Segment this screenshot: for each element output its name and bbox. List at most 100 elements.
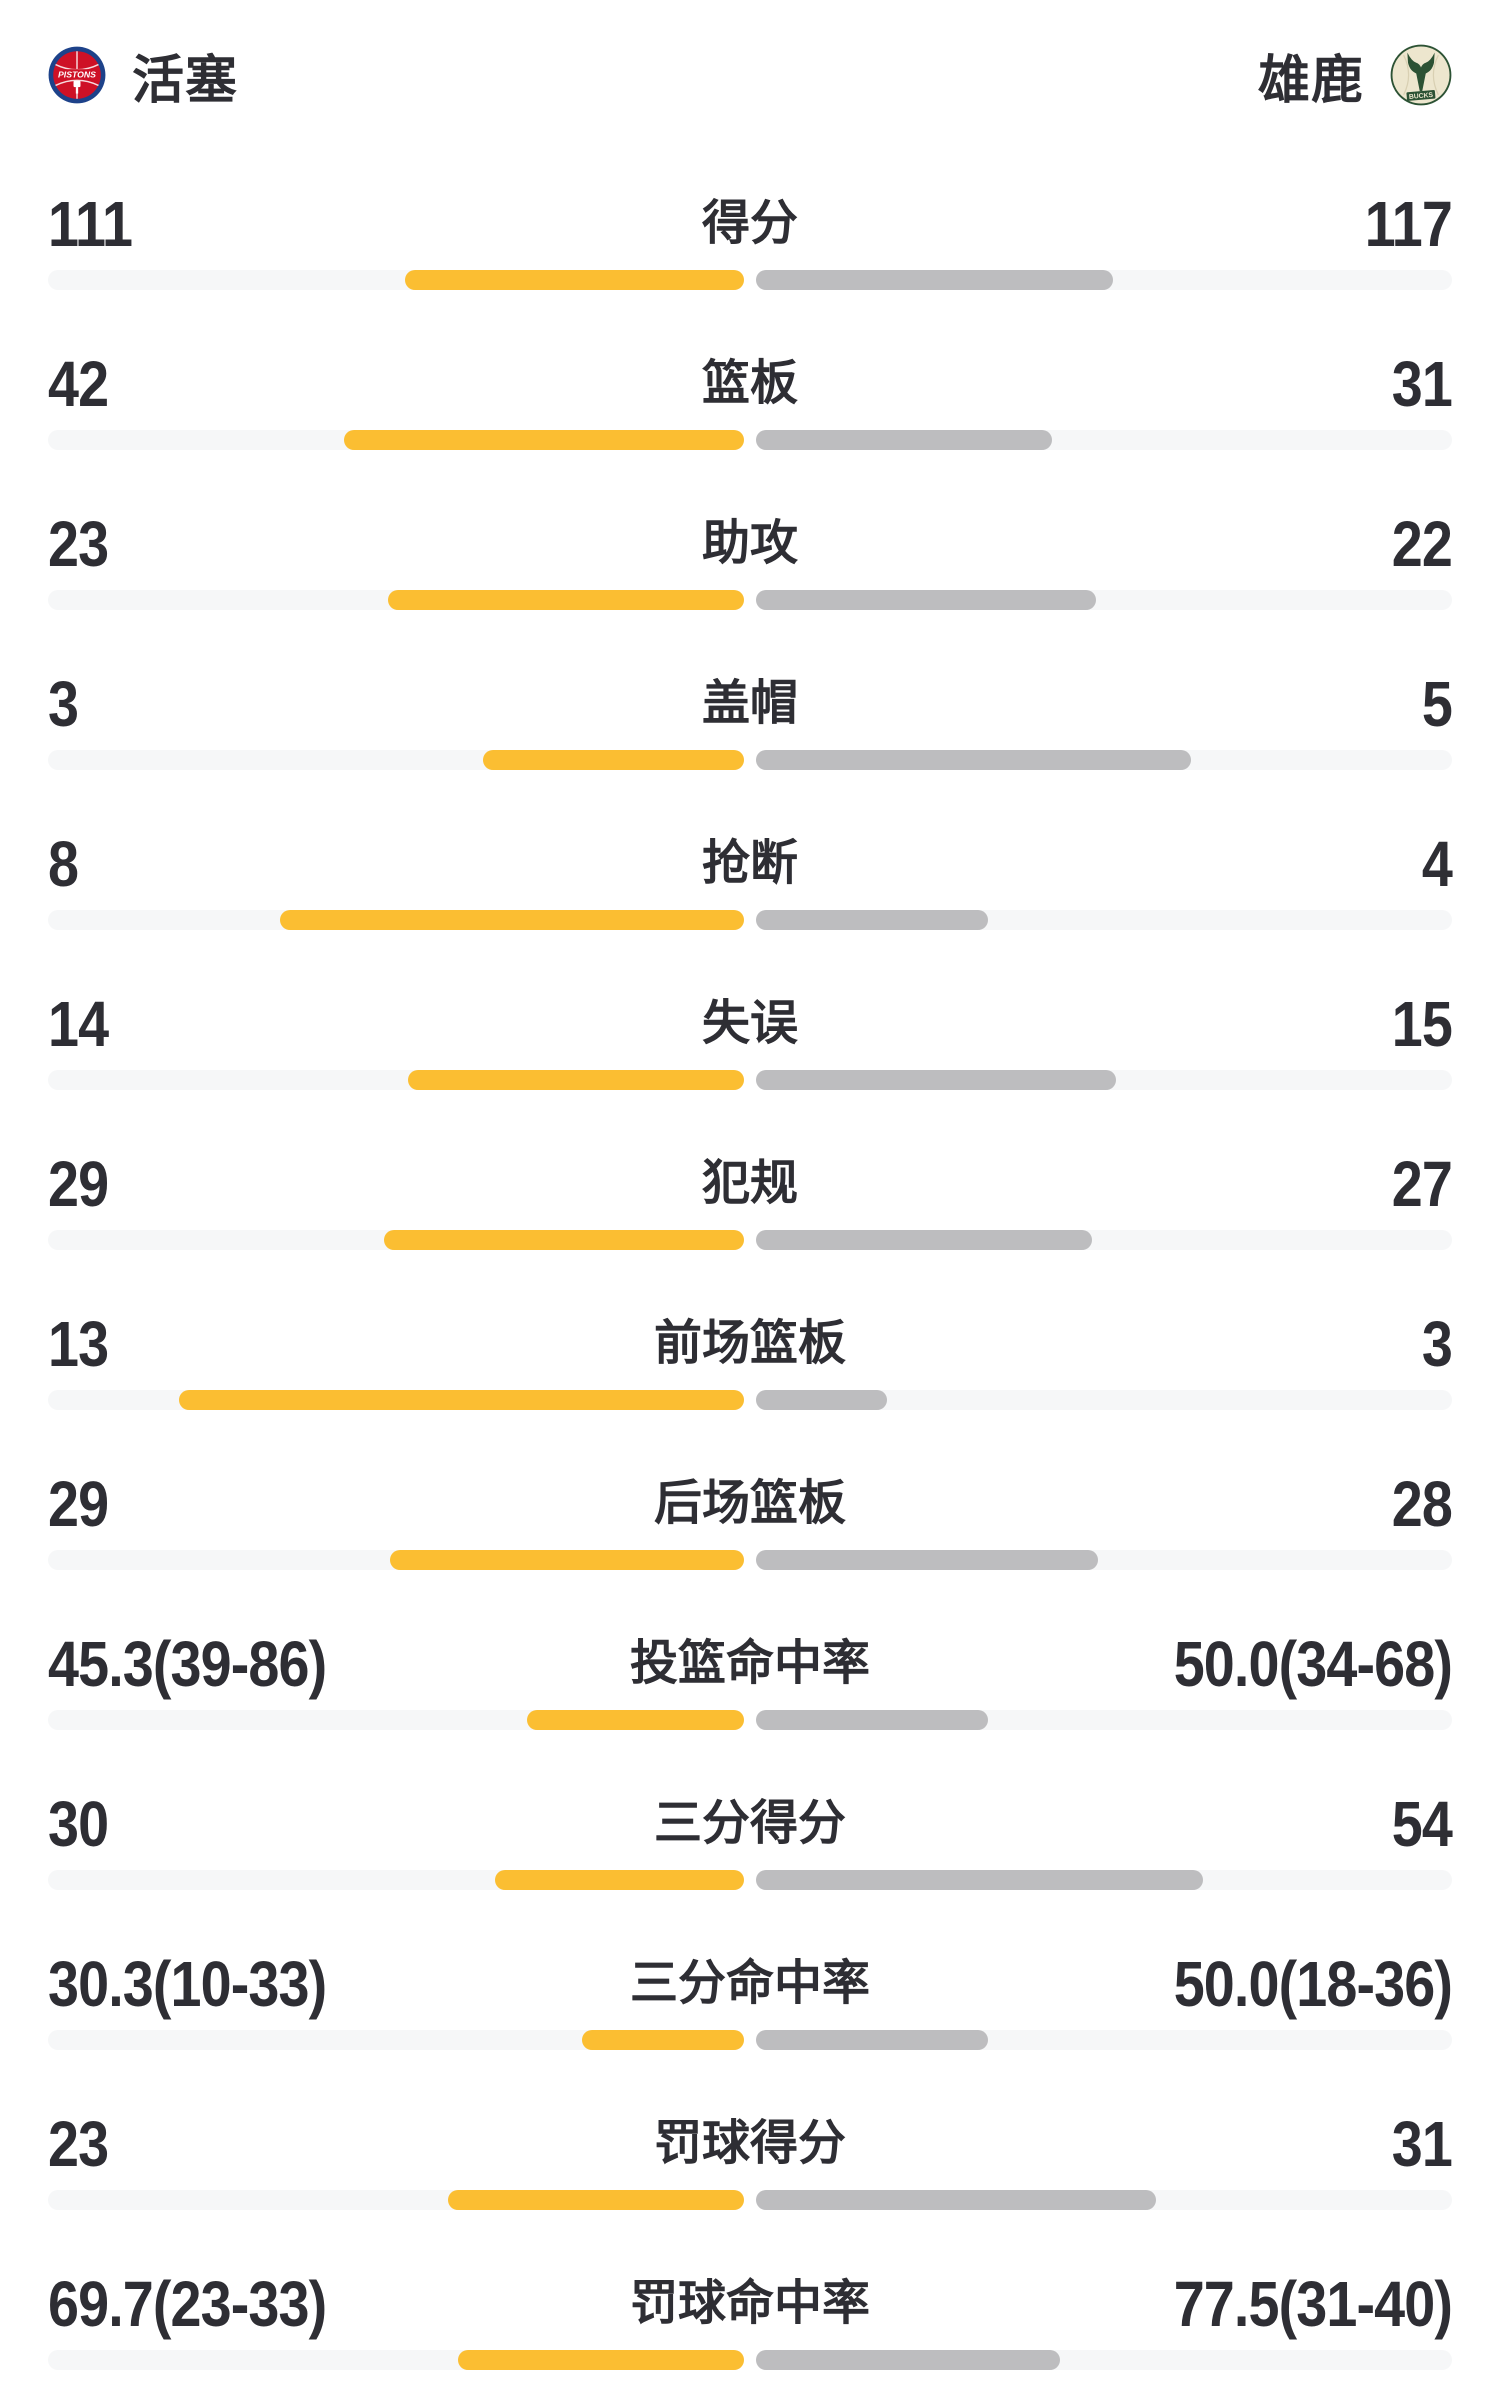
away-stat-value: 54 — [1391, 1788, 1453, 1860]
stat-row-text: 69.7(23-33) 罚球命中率 77.5(31-40) — [48, 2268, 1453, 2340]
away-bar-track — [756, 2190, 1452, 2210]
stat-label: 三分命中率 — [630, 1957, 871, 2010]
svg-text:PISTONS: PISTONS — [58, 69, 96, 79]
home-stat-value: 23 — [48, 2108, 109, 2180]
away-bar-track — [756, 270, 1452, 290]
stat-bar — [48, 750, 1452, 770]
stat-row: 42 篮板 31 — [48, 310, 1453, 470]
away-bar-fill — [756, 910, 988, 930]
away-bar-fill — [756, 430, 1052, 450]
away-bar-fill — [756, 1550, 1098, 1570]
stat-bar — [48, 590, 1452, 610]
away-stat-value: 15 — [1391, 988, 1453, 1060]
away-bar-fill — [756, 1710, 988, 1730]
stat-row: 29 犯规 27 — [48, 1110, 1453, 1270]
away-bar-track — [756, 1230, 1452, 1250]
away-bar-track — [756, 430, 1452, 450]
stat-row-text: 29 犯规 27 — [48, 1148, 1453, 1220]
stat-bar — [48, 1870, 1452, 1890]
header: PISTONS 活塞 雄鹿 BUCKS — [48, 0, 1452, 150]
stat-row-text: 30 三分得分 54 — [48, 1788, 1453, 1860]
away-bar-fill — [756, 270, 1114, 290]
home-bar-track — [48, 1550, 744, 1570]
stat-bar — [48, 1390, 1452, 1410]
away-stat-value: 5 — [1421, 668, 1453, 740]
home-stat-value: 30 — [48, 1788, 109, 1860]
home-bar-track — [48, 1710, 744, 1730]
stat-row: 45.3(39-86) 投篮命中率 50.0(34-68) — [48, 1590, 1453, 1750]
home-bar-track — [48, 1230, 744, 1250]
away-bar-fill — [756, 2190, 1156, 2210]
stat-row-text: 29 后场篮板 28 — [48, 1468, 1453, 1540]
stat-row: 3 盖帽 5 — [48, 630, 1453, 790]
home-bar-track — [48, 590, 744, 610]
stat-row-text: 30.3(10-33) 三分命中率 50.0(18-36) — [48, 1948, 1453, 2020]
away-bar-track — [756, 1550, 1452, 1570]
home-bar-fill — [483, 750, 744, 770]
home-team-name: 活塞 — [132, 51, 239, 110]
home-bar-track — [48, 430, 744, 450]
home-stat-value: 111 — [48, 188, 133, 260]
stat-label: 助攻 — [702, 517, 799, 570]
home-bar-track — [48, 2030, 744, 2050]
away-team-name: 雄鹿 — [1257, 51, 1364, 110]
away-bar-fill — [756, 590, 1097, 610]
away-stat-value: 22 — [1391, 508, 1453, 580]
home-team[interactable]: PISTONS 活塞 — [48, 38, 238, 113]
stat-row-text: 23 罚球得分 31 — [48, 2108, 1453, 2180]
home-stat-value: 30.3(10-33) — [48, 1948, 327, 2020]
home-stat-value: 3 — [48, 668, 79, 740]
home-bar-fill — [383, 1230, 744, 1250]
stat-bar — [48, 2350, 1452, 2370]
away-bar-fill — [756, 2030, 988, 2050]
home-stat-value: 23 — [48, 508, 109, 580]
away-stat-value: 28 — [1391, 1468, 1453, 1540]
away-bar-track — [756, 2030, 1452, 2050]
away-team[interactable]: 雄鹿 BUCKS — [1258, 38, 1452, 113]
away-bar-fill — [756, 1230, 1092, 1250]
stat-row-text: 111 得分 117 — [48, 188, 1453, 260]
away-stat-value: 31 — [1391, 348, 1453, 420]
home-bar-track — [48, 1390, 744, 1410]
stat-row-text: 45.3(39-86) 投篮命中率 50.0(34-68) — [48, 1628, 1453, 1700]
stat-row-text: 8 抢断 4 — [48, 828, 1453, 900]
stat-bar — [48, 2030, 1452, 2050]
bucks-logo-icon: BUCKS — [1390, 44, 1452, 106]
home-bar-track — [48, 2190, 744, 2210]
home-bar-track — [48, 1070, 744, 1090]
stat-bar — [48, 2190, 1452, 2210]
home-bar-fill — [178, 1390, 744, 1410]
stat-row: 13 前场篮板 3 — [48, 1270, 1453, 1430]
home-bar-track — [48, 750, 744, 770]
home-stat-value: 8 — [48, 828, 79, 900]
stat-label: 盖帽 — [702, 677, 799, 730]
stat-label: 失误 — [702, 997, 799, 1050]
stat-label: 犯规 — [702, 1157, 799, 1210]
away-bar-track — [756, 2350, 1452, 2370]
home-stat-value: 45.3(39-86) — [48, 1628, 327, 1700]
stat-label: 后场篮板 — [654, 1477, 847, 1530]
stat-bar — [48, 1070, 1452, 1090]
away-stat-value: 4 — [1421, 828, 1453, 900]
home-bar-fill — [405, 270, 744, 290]
away-bar-track — [756, 590, 1452, 610]
home-bar-fill — [458, 2350, 744, 2370]
home-bar-track — [48, 910, 744, 930]
home-bar-track — [48, 2350, 744, 2370]
stat-row: 111 得分 117 — [48, 150, 1453, 310]
stat-label: 投篮命中率 — [630, 1637, 871, 1690]
away-stat-value: 77.5(31-40) — [1173, 2268, 1453, 2340]
home-stat-value: 42 — [48, 348, 109, 420]
stat-label: 罚球得分 — [654, 2117, 847, 2170]
stat-row-text: 14 失误 15 — [48, 988, 1453, 1060]
pistons-logo-icon: PISTONS — [48, 46, 106, 104]
away-bar-fill — [756, 1390, 887, 1410]
stat-label: 篮板 — [702, 357, 799, 410]
away-bar-track — [756, 1390, 1452, 1410]
stat-label: 得分 — [702, 197, 799, 250]
stat-bar — [48, 270, 1452, 290]
stat-row-text: 23 助攻 22 — [48, 508, 1453, 580]
stat-row-text: 13 前场篮板 3 — [48, 1308, 1453, 1380]
home-bar-track — [48, 270, 744, 290]
